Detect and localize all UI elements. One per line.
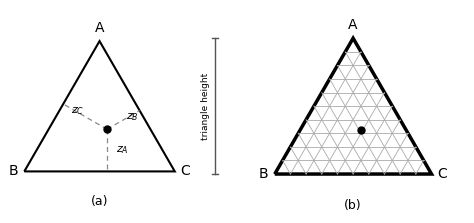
Text: C: C — [438, 167, 447, 181]
Text: B: B — [9, 164, 18, 178]
Text: A: A — [348, 18, 358, 32]
Text: B: B — [259, 167, 269, 181]
Text: C: C — [181, 164, 190, 178]
Text: $z_C$: $z_C$ — [71, 105, 84, 116]
Text: triangle height: triangle height — [201, 72, 210, 140]
Text: $z_B$: $z_B$ — [126, 111, 139, 123]
Text: (a): (a) — [91, 196, 108, 209]
Text: $z_A$: $z_A$ — [116, 145, 129, 156]
Text: A: A — [95, 21, 104, 35]
Text: (b): (b) — [344, 199, 362, 212]
